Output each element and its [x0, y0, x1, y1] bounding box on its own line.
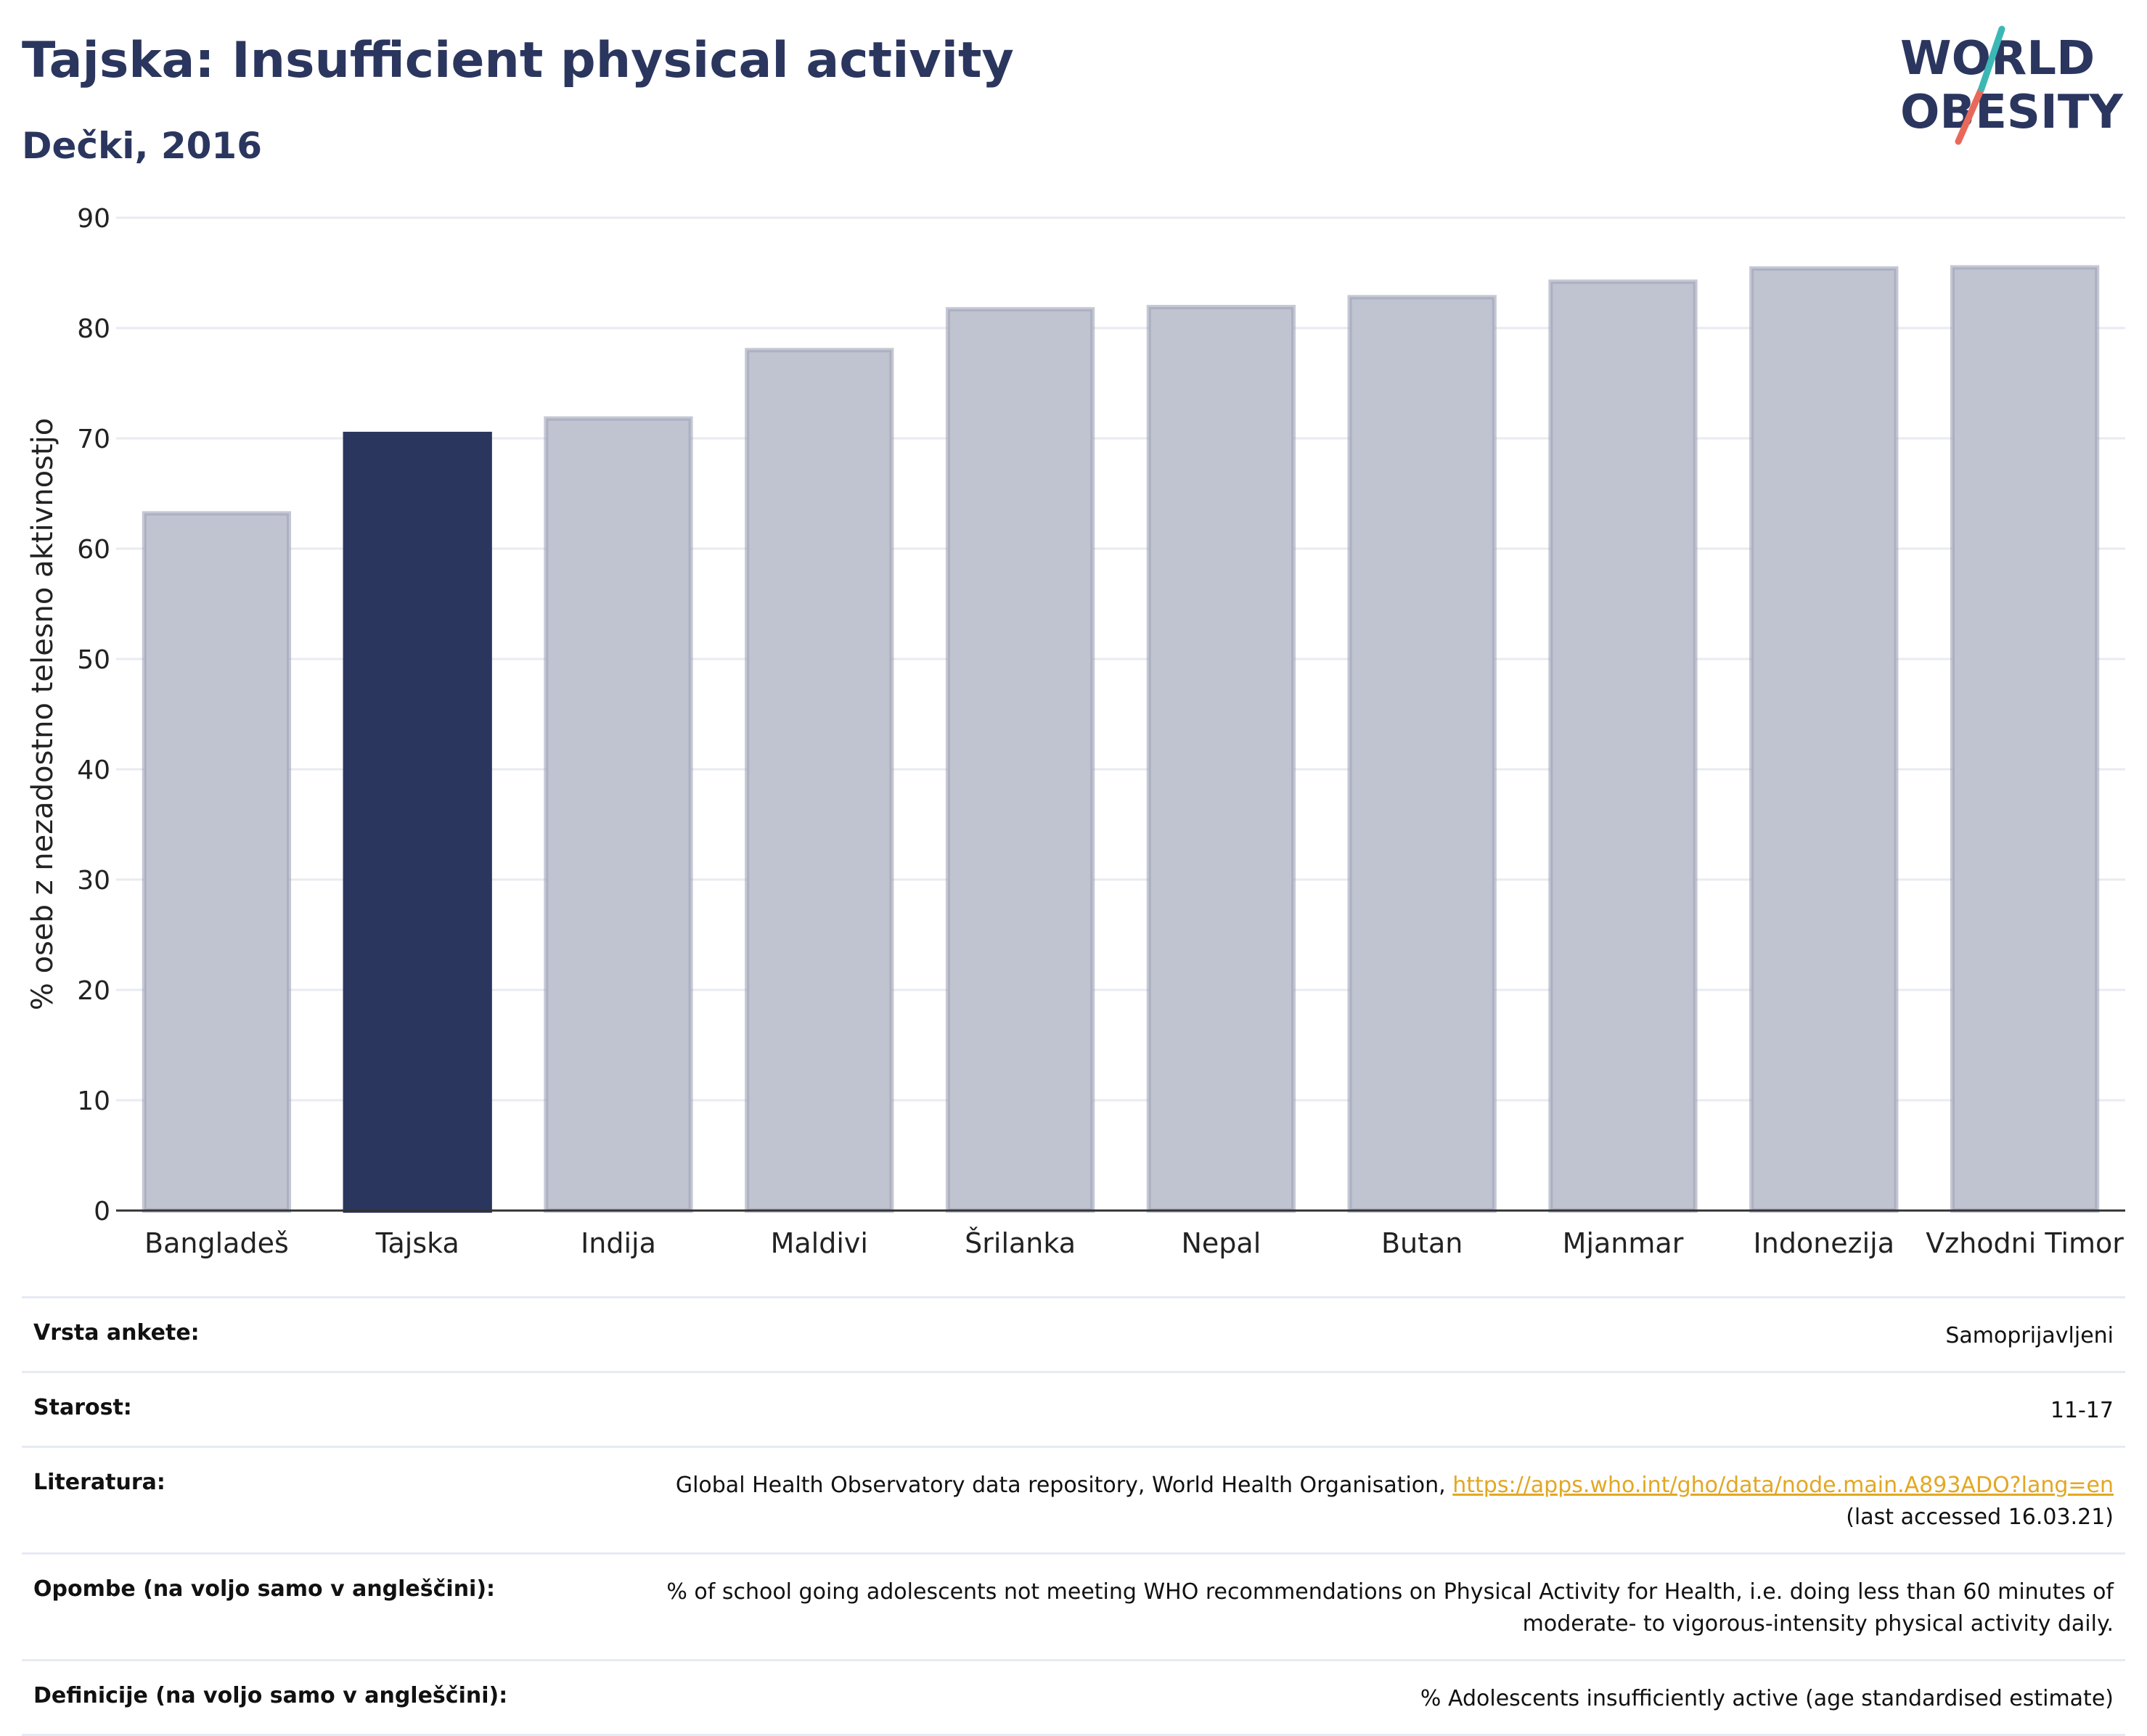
- info-row-survey: Vrsta ankete: Samoprijavljeni: [22, 1296, 2125, 1371]
- info-row-reference: Literatura: Global Health Observatory da…: [22, 1446, 2125, 1552]
- y-tick-label: 40: [77, 756, 110, 785]
- y-tick-label: 30: [77, 866, 110, 896]
- x-tick-label: Šrilanka: [965, 1227, 1076, 1259]
- bar: [1548, 279, 1698, 1213]
- y-tick-label: 80: [77, 314, 110, 344]
- info-table: Vrsta ankete: Samoprijavljeni Starost: 1…: [22, 1296, 2125, 1736]
- y-tick-label: 50: [77, 645, 110, 675]
- survey-value: Samoprijavljeni: [1945, 1323, 2114, 1348]
- info-row-age: Starost: 11-17: [22, 1371, 2125, 1446]
- notes-value: % of school going adolescents not meetin…: [666, 1579, 2114, 1637]
- world-obesity-logo: WORLD OBESITY: [1894, 22, 2134, 152]
- bar: [544, 416, 693, 1213]
- bar-highlight: [343, 431, 492, 1213]
- survey-label: Vrsta ankete:: [33, 1320, 200, 1346]
- reference-link[interactable]: https://apps.who.int/gho/data/node.main.…: [1452, 1473, 2114, 1498]
- x-tick-label: Butan: [1381, 1227, 1463, 1259]
- bar: [1146, 305, 1296, 1213]
- bar: [745, 348, 894, 1213]
- bar: [1347, 295, 1497, 1213]
- definitions-label: Definicije (na voljo samo v angleščini):: [33, 1683, 508, 1708]
- x-tick-label: Indija: [581, 1227, 656, 1259]
- x-tick-label: Maldivi: [771, 1227, 868, 1259]
- reference-label: Literatura:: [33, 1470, 165, 1495]
- age-label: Starost:: [33, 1395, 132, 1420]
- reference-text: Global Health Observatory data repositor…: [675, 1473, 1446, 1498]
- y-tick-label: 70: [77, 425, 110, 454]
- y-tick-label: 90: [77, 204, 110, 234]
- y-tick-label: 20: [77, 976, 110, 1006]
- x-tick-label: Mjanmar: [1563, 1227, 1684, 1259]
- x-tick-label: Bangladeš: [144, 1227, 289, 1259]
- bar: [1950, 265, 2100, 1213]
- x-tick-label: Indonezija: [1754, 1227, 1894, 1259]
- reference-value: Global Health Observatory data repositor…: [676, 1470, 2114, 1534]
- info-row-notes: Opombe (na voljo samo v angleščini): % o…: [22, 1552, 2125, 1659]
- x-tick-label: Nepal: [1182, 1227, 1261, 1259]
- definitions-value: % Adolescents insufficiently active (age…: [1420, 1686, 2114, 1711]
- reference-accessed: (last accessed 16.03.21): [1846, 1504, 2114, 1530]
- bar: [1749, 266, 1899, 1213]
- bar: [945, 307, 1095, 1213]
- x-tick-label: Vzhodni Timor: [1926, 1227, 2124, 1259]
- chart-subtitle: Dečki, 2016: [22, 125, 263, 167]
- y-tick-label: 60: [77, 535, 110, 565]
- logo-line-2: OBESITY: [1900, 86, 2123, 139]
- bar: [142, 511, 292, 1213]
- y-axis-label: % oseb z nezadostno telesno aktivnostjo: [26, 418, 60, 1010]
- y-tick-label: 0: [94, 1197, 110, 1227]
- chart-title: Tajska: Insufficient physical activity: [22, 32, 1014, 89]
- age-value: 11-17: [2050, 1398, 2114, 1423]
- notes-label: Opombe (na voljo samo v angleščini):: [33, 1576, 496, 1602]
- y-tick-label: 10: [77, 1086, 110, 1116]
- bar-chart: 0 10 20 30 40 50 60 70 80 90 Bangladeš Tajska Indija…: [26, 204, 2125, 1259]
- info-row-definitions: Definicije (na voljo samo v angleščini):…: [22, 1659, 2125, 1736]
- x-tick-label: Tajska: [375, 1227, 459, 1259]
